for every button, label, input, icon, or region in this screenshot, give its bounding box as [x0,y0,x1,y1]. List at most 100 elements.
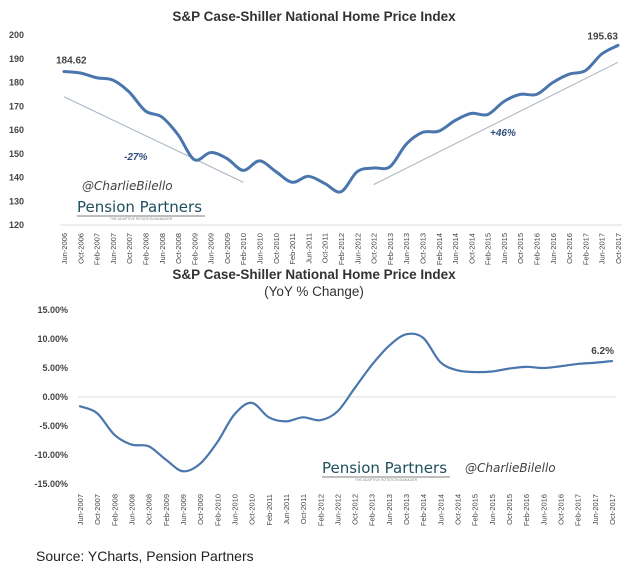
source-caption: Source: YCharts, Pension Partners [36,548,254,564]
x-tick-label: Jun-2011 [304,233,313,264]
chart-title: S&P Case-Shiller National Home Price Ind… [172,267,456,282]
end-value-label: 6.2% [591,346,614,357]
x-tick-label: Feb-2007 [93,233,102,265]
y-tick-label: 160 [9,125,24,135]
y-tick-label: 180 [9,78,24,88]
x-tick-label: Jun-2006 [60,233,69,264]
x-tick-label: Feb-2015 [471,494,480,526]
yoy-change-svg: S&P Case-Shiller National Home Price Ind… [34,267,617,526]
x-tick-label: Oct-2017 [614,233,623,264]
series-line [78,332,614,473]
x-tick-label: Feb-2008 [110,494,119,526]
x-tick-label: Oct-2007 [125,233,134,264]
y-tick-label: 120 [9,220,24,230]
twitter-handle-watermark: @CharlieBilello [82,179,173,193]
x-tick-label: Feb-2017 [574,494,583,526]
x-tick-label: Jun-2009 [179,494,188,525]
y-tick-label: 0.00% [42,392,68,402]
x-tick-label: Feb-2014 [419,494,428,526]
x-tick-label: Jun-2016 [549,233,558,264]
y-tick-label: -15.00% [34,479,68,489]
end-value-label: 195.63 [587,31,618,42]
x-tick-label: Oct-2009 [223,233,232,264]
x-tick-label: Feb-2011 [265,494,274,526]
rise-percent-label: +46% [490,128,516,139]
x-tick-label: Oct-2013 [418,233,427,264]
x-tick-label: Oct-2011 [299,494,308,524]
x-tick-label: Jun-2014 [451,233,460,264]
x-tick-label: Oct-2014 [454,494,463,525]
x-tick-label: Feb-2009 [190,233,199,265]
y-tick-label: 190 [9,54,24,64]
x-tick-label: Feb-2009 [162,494,171,526]
x-tick-label: Oct-2008 [145,494,154,525]
x-tick-label: Oct-2012 [370,233,379,264]
x-tick-label: Jun-2016 [539,494,548,525]
home-price-index-chart: S&P Case-Shiller National Home Price Ind… [0,0,628,265]
x-tick-label: Oct-2016 [557,494,566,525]
y-tick-label: 170 [9,101,24,111]
x-tick-label: Jun-2007 [109,233,118,264]
chart-title: S&P Case-Shiller National Home Price Ind… [172,9,456,24]
y-tick-label: -10.00% [34,450,68,460]
x-tick-label: Jun-2008 [127,494,136,525]
x-tick-label: Oct-2007 [93,494,102,525]
x-tick-label: Oct-2010 [248,494,257,525]
x-tick-label: Feb-2017 [581,233,590,265]
y-tick-label: 15.00% [37,305,68,315]
x-tick-label: Oct-2013 [402,494,411,525]
x-tick-label: Oct-2006 [76,233,85,264]
x-tick-label: Jun-2008 [158,233,167,264]
x-tick-label: Jun-2015 [500,233,509,264]
y-tick-label: 140 [9,173,24,183]
brand-tagline: THE ADAPTIVE ROTATION MANAGER [110,217,173,221]
x-tick-label: Jun-2007 [76,494,85,525]
chart-subtitle: (YoY % Change) [264,284,364,299]
x-tick-label: Feb-2012 [316,494,325,526]
x-tick-label: Oct-2015 [505,494,514,525]
x-tick-label: Feb-2016 [533,233,542,265]
series-line [62,43,620,194]
x-tick-label: Feb-2015 [484,233,493,265]
x-tick-label: Oct-2008 [174,233,183,264]
x-tick-label: Jun-2015 [488,494,497,525]
brand-tagline: THE ADAPTIVE ROTATION MANAGER [355,478,418,482]
x-tick-label: Feb-2013 [386,233,395,265]
home-price-index-svg: S&P Case-Shiller National Home Price Ind… [9,9,623,265]
start-value-label: 184.62 [56,56,87,67]
x-tick-label: Feb-2013 [368,494,377,526]
y-tick-label: 5.00% [42,363,68,373]
x-tick-label: Feb-2010 [213,494,222,526]
x-tick-label: Feb-2016 [522,494,531,526]
x-tick-label: Jun-2011 [282,494,291,525]
y-tick-label: 130 [9,196,24,206]
x-tick-label: Jun-2010 [230,494,239,525]
x-tick-label: Feb-2010 [239,233,248,265]
y-tick-label: 10.00% [37,334,68,344]
x-tick-label: Oct-2010 [272,233,281,264]
x-tick-label: Jun-2012 [333,494,342,525]
x-tick-label: Jun-2017 [591,494,600,525]
x-tick-label: Jun-2009 [207,233,216,264]
x-tick-label: Oct-2009 [196,494,205,525]
x-tick-label: Oct-2011 [321,233,330,263]
decline-percent-label: -27% [124,152,147,163]
y-tick-label: -5.00% [39,421,68,431]
twitter-handle-watermark: @CharlieBilello [465,461,556,475]
x-tick-label: Oct-2017 [608,494,617,525]
x-tick-label: Jun-2017 [598,233,607,264]
x-tick-label: Feb-2011 [288,233,297,265]
x-tick-label: Jun-2012 [353,233,362,264]
x-tick-label: Jun-2013 [385,494,394,525]
x-tick-label: Jun-2010 [256,233,265,264]
y-tick-label: 150 [9,149,24,159]
rise-trend-line [373,61,619,186]
y-tick-label: 200 [9,30,24,40]
x-tick-label: Oct-2012 [351,494,360,525]
x-tick-label: Feb-2008 [141,233,150,265]
x-tick-label: Oct-2016 [565,233,574,264]
x-tick-label: Jun-2013 [402,233,411,264]
yoy-change-chart: S&P Case-Shiller National Home Price Ind… [0,265,628,535]
brand-logo-watermark: Pension Partners [322,459,447,477]
brand-logo-watermark: Pension Partners [77,198,202,216]
